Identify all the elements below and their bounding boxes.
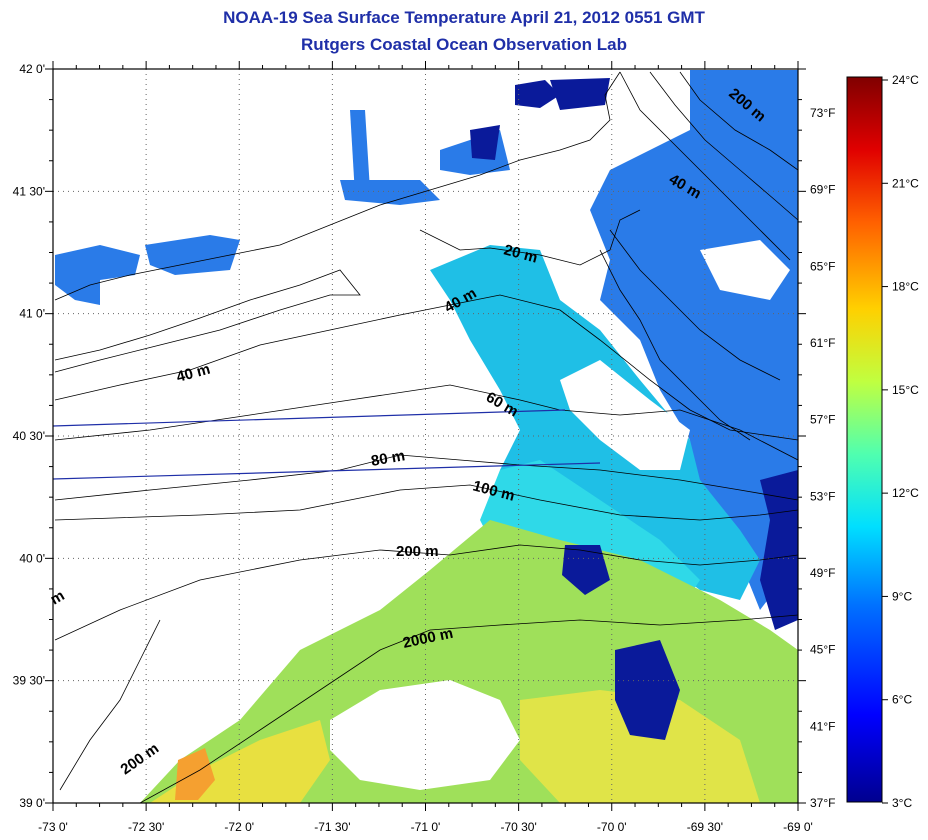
fahrenheit-tick-label: 73°F <box>810 106 835 120</box>
longitude-tick-label: -73 0' <box>38 820 68 834</box>
celsius-tick-label: 3°C <box>892 796 912 810</box>
latitude-tick-label: 39 30' <box>13 674 45 688</box>
sst-cold-patch <box>515 80 560 108</box>
sst-coastal-patch <box>145 235 240 275</box>
contour-20m <box>419 209 641 266</box>
sst-coastal-patch <box>350 110 370 195</box>
contour-80m <box>54 454 798 501</box>
fahrenheit-tick-label: 37°F <box>810 796 835 810</box>
contour-georges <box>619 71 791 261</box>
latitude-tick-label: 41 30' <box>13 184 45 198</box>
map-subtitle: Rutgers Coastal Ocean Observation Lab <box>301 35 627 54</box>
longitude-tick-label: -71 0' <box>411 820 441 834</box>
longitude-labels: -73 0' -72 30' -72 0' -71 30' -71 0' -70 30' -… <box>38 820 813 834</box>
celsius-tick-label: 12°C <box>892 486 919 500</box>
sst-cold-patch <box>562 545 610 595</box>
longitude-tick-label: -69 30' <box>687 820 723 834</box>
celsius-tick-label: 6°C <box>892 693 912 707</box>
graticule <box>53 69 798 803</box>
sst-coastal-patch <box>470 125 500 160</box>
latitude-tick-label: 42 0' <box>19 62 45 76</box>
fahrenheit-labels: 73°F 69°F 65°F 61°F 57°F 53°F 49°F 45°F 41°F 37°F <box>810 106 835 810</box>
bathymetry-contours <box>54 71 798 803</box>
map-title: NOAA-19 Sea Surface Temperature April 21… <box>223 8 705 27</box>
celsius-tick-label: 18°C <box>892 280 919 294</box>
fahrenheit-tick-label: 65°F <box>810 259 835 273</box>
longitude-tick-label: -70 30' <box>500 820 536 834</box>
contour-label: 200 m <box>118 740 163 778</box>
contour-200m-sw <box>59 619 161 791</box>
latitude-labels: 42 0' 41 30' 41 0' 40 30' 40 0' 39 30' 39 0' <box>13 62 45 810</box>
longitude-tick-label: -69 0' <box>783 820 813 834</box>
section-lines <box>52 409 601 480</box>
fahrenheit-tick-label: 45°F <box>810 643 835 657</box>
frame-ticks <box>45 61 806 811</box>
cloud-gap <box>560 360 690 470</box>
contour-georges-5 <box>609 229 781 381</box>
fahrenheit-tick-label: 57°F <box>810 413 835 427</box>
contour-label: 40 m <box>175 361 212 386</box>
sst-blue-region <box>590 70 798 610</box>
latitude-tick-label: 39 0' <box>19 796 45 810</box>
contour-100m <box>54 484 798 521</box>
contour-label: 200 m <box>396 543 439 560</box>
contour-label: 80 m <box>370 447 407 470</box>
sst-cold-patch <box>760 470 798 630</box>
fahrenheit-tick-label: 49°F <box>810 566 835 580</box>
colorbar <box>846 76 883 803</box>
contour-georges-2 <box>649 71 798 221</box>
contour-2000m <box>139 614 798 803</box>
celsius-tick-label: 9°C <box>892 589 912 603</box>
fahrenheit-tick-label: 41°F <box>810 719 835 733</box>
longitude-tick-label: -71 30' <box>314 820 350 834</box>
coastline-long-island <box>54 269 361 373</box>
latitude-tick-label: 40 30' <box>13 429 45 443</box>
contour-georges-4 <box>599 249 751 441</box>
coastline <box>54 71 621 301</box>
longitude-tick-label: -72 0' <box>224 820 254 834</box>
contour-60m <box>54 384 798 461</box>
fahrenheit-tick-label: 61°F <box>810 336 835 350</box>
longitude-tick-label: -72 30' <box>128 820 164 834</box>
latitude-tick-label: 40 0' <box>19 551 45 565</box>
celsius-tick-label: 21°C <box>892 176 919 190</box>
sst-field <box>55 70 798 803</box>
celsius-tick-label: 24°C <box>892 73 919 87</box>
latitude-tick-label: 41 0' <box>19 307 45 321</box>
longitude-tick-label: -70 0' <box>597 820 627 834</box>
contour-georges-3 <box>679 71 798 171</box>
contour-label: m <box>48 587 68 608</box>
sst-yellow-region <box>520 690 760 803</box>
sst-orange-patch <box>175 748 215 800</box>
sst-cold-patch <box>550 78 610 110</box>
fahrenheit-tick-label: 53°F <box>810 489 835 503</box>
cloud-gap <box>700 240 790 300</box>
celsius-tick-label: 15°C <box>892 383 919 397</box>
fahrenheit-tick-label: 69°F <box>810 183 835 197</box>
contour-200m <box>54 544 798 641</box>
celsius-labels: 24°C 21°C 18°C 15°C 12°C 9°C 6°C 3°C <box>882 73 919 810</box>
sst-coastal-patch <box>55 245 140 305</box>
sst-cold-patch <box>615 640 680 740</box>
contour-40m <box>54 294 798 441</box>
